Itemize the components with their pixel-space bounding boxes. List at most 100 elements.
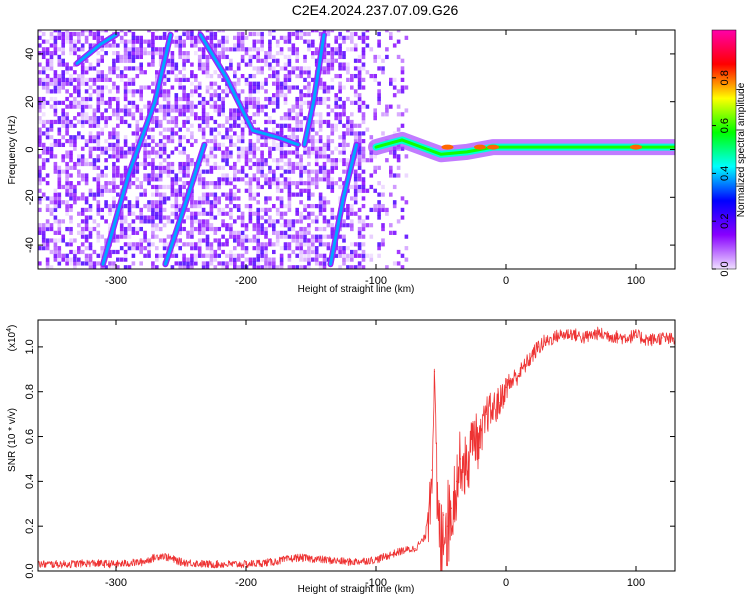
spectrogram-cell <box>385 47 389 52</box>
spectrogram-cell <box>221 35 225 40</box>
spectrogram-cell <box>221 112 225 117</box>
spectrogram-cell <box>295 154 299 159</box>
spectrogram-cell <box>112 196 116 201</box>
spectrogram-cell <box>69 181 73 186</box>
spectrogram-cell <box>174 96 179 102</box>
spectrogram-cell <box>174 73 179 79</box>
spectrogram-cell <box>244 249 249 255</box>
spectrogram-cell <box>213 138 218 144</box>
spectrogram-cell <box>143 39 147 44</box>
spectrogram-cell <box>170 135 175 140</box>
spectrogram-cell <box>236 230 241 235</box>
spectrogram-cell <box>256 177 260 182</box>
spectrogram-cell <box>162 146 167 151</box>
spectrogram-cell <box>381 203 385 209</box>
spectrogram-cell <box>166 96 171 102</box>
spectrogram-cell <box>338 135 342 140</box>
spectrogram-cell <box>38 261 42 266</box>
spectrogram-cell <box>96 211 101 216</box>
spectrogram-cell <box>49 135 54 140</box>
spectrogram-cell <box>236 207 241 213</box>
spectrogram-cell <box>244 51 249 56</box>
spectrogram-cell <box>334 146 338 151</box>
spectrogram-cell <box>240 177 245 182</box>
spectrogram-cell <box>143 173 147 178</box>
snr-point <box>524 364 527 366</box>
spectrogram-cell <box>338 47 342 52</box>
spectrogram-cell <box>73 200 77 205</box>
spectrogram-cell <box>123 89 128 94</box>
spectrogram-cell <box>272 127 276 132</box>
spectrogram-cell <box>69 51 73 56</box>
spectrogram-cell <box>260 184 264 190</box>
spectrogram-cell <box>303 242 307 247</box>
spectrogram-cell <box>299 35 303 40</box>
spectrogram-cell <box>334 161 338 167</box>
spectrogram-cell <box>350 39 354 44</box>
spectrogram-cell <box>88 150 93 155</box>
spectrogram-cell <box>303 146 307 151</box>
spectrogram-cell <box>65 123 69 128</box>
spectrogram-cell <box>92 35 97 40</box>
spectrogram-cell <box>318 81 323 86</box>
spectrogram-cell <box>69 142 73 148</box>
spectrogram-cell <box>353 100 358 105</box>
spectrogram-cell <box>65 203 69 209</box>
spectrogram-cell <box>373 203 377 209</box>
spectrogram-cell <box>353 138 358 144</box>
spectrogram-cell <box>147 142 151 148</box>
spectrogram-cell <box>353 135 358 140</box>
spectrogram-cell <box>174 211 179 216</box>
spectrogram-cell <box>155 116 159 121</box>
spectrogram-cell <box>139 219 143 224</box>
spectrogram-cell <box>303 238 307 243</box>
spectrogram-cell <box>100 150 104 155</box>
spectrogram-cell <box>318 100 323 105</box>
spectrogram-cell <box>182 104 186 109</box>
spectrogram-cell <box>217 184 221 190</box>
spectrogram-cell <box>162 165 167 170</box>
spectrogram-cell <box>155 192 159 197</box>
spectrogram-cell <box>369 158 374 163</box>
spectrogram-cell <box>361 184 366 190</box>
spectrogram-cell <box>264 158 268 163</box>
spectrogram-cell <box>166 100 171 105</box>
spectrogram-cell <box>217 108 221 113</box>
spectrogram-cell <box>365 215 370 220</box>
spectrogram-cell <box>240 43 245 48</box>
spectrogram-cell <box>236 146 241 151</box>
spectrogram-cell <box>119 77 124 82</box>
spectrogram-cell <box>127 123 132 128</box>
spectrogram-cell <box>135 169 140 174</box>
spectrogram-cell <box>295 242 299 247</box>
spectrogram-cell <box>45 196 50 201</box>
spectrogram-cell <box>275 43 280 48</box>
spectrogram-cell <box>221 39 225 44</box>
spectrogram-cell <box>342 223 346 228</box>
spectrogram-cell <box>178 246 182 251</box>
spectrogram-cell <box>73 165 77 170</box>
spectrogram-cell <box>311 257 315 262</box>
spectrogram-cell <box>190 142 194 148</box>
spectrogram-cell <box>104 30 108 33</box>
spectrogram-cell <box>338 31 342 37</box>
spectrogram-cell <box>65 138 69 144</box>
spectrogram-cell <box>197 123 202 128</box>
spectrogram-cell <box>65 207 69 213</box>
spectrogram-cell <box>256 54 260 60</box>
spectrogram-cell <box>318 242 323 247</box>
spectrogram-cell <box>151 35 155 40</box>
spectrogram-cell <box>73 184 77 190</box>
spectrogram-cell <box>311 119 315 125</box>
spectrogram-cell <box>311 77 315 82</box>
spectrogram-cell <box>272 219 276 224</box>
spectrogram-cell <box>299 192 303 197</box>
spectrogram-cell <box>96 96 101 102</box>
spectrogram-cell <box>209 261 214 266</box>
spectrogram-cell <box>49 66 54 71</box>
spectrogram-cell <box>170 62 175 67</box>
spectrogram-cell <box>100 246 104 251</box>
spectrogram-cell <box>209 223 214 228</box>
spectrogram-cell <box>326 89 331 94</box>
spectrogram-cell <box>322 265 327 269</box>
